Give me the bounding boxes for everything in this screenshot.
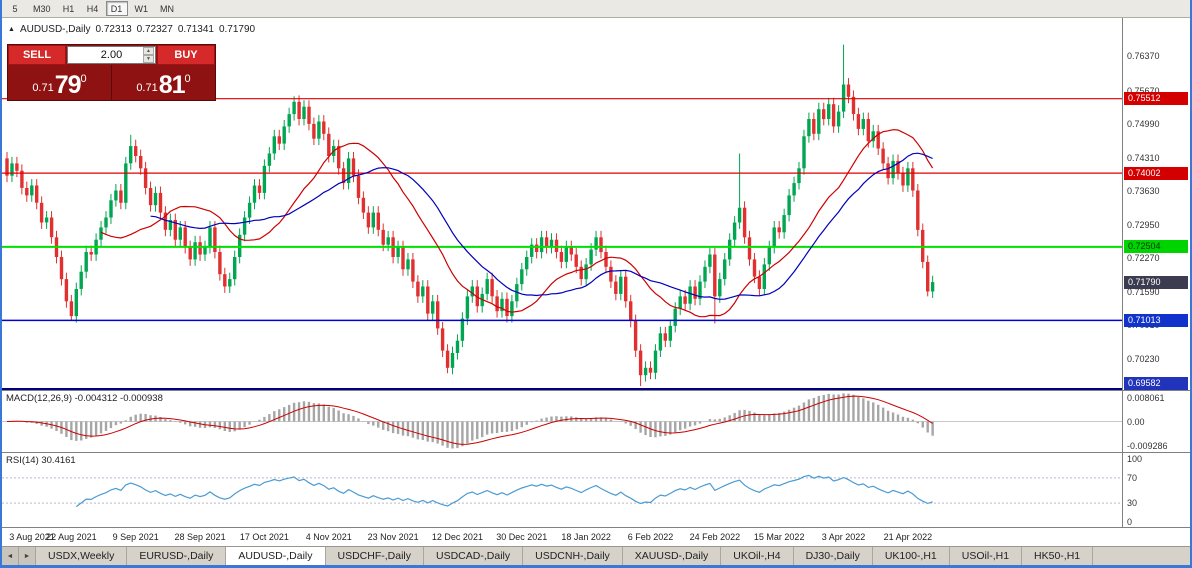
macd-axis-label: 0.00	[1127, 416, 1145, 427]
symbol-marker-icon: ▲	[8, 26, 15, 33]
macd-label: MACD(12,26,9) -0.004312 -0.000938	[6, 393, 163, 404]
level-price-badge: 0.72504	[1124, 240, 1188, 254]
tab-ukoilh4[interactable]: UKOil-,H4	[721, 547, 794, 565]
date-label: 24 Feb 2022	[689, 532, 741, 542]
price-axis-label: 0.74310	[1127, 152, 1160, 163]
rsi-axis-label: 0	[1127, 517, 1133, 527]
rsi-axis-label: 70	[1127, 472, 1138, 483]
current-price-badge: 0.71790	[1124, 275, 1188, 289]
volume-decrease-button[interactable]: ▼	[143, 55, 154, 63]
date-label: 30 Dec 2021	[496, 532, 548, 542]
rsi-axis[interactable]: 100 70 30 0	[1123, 453, 1189, 527]
date-label: 6 Feb 2022	[627, 532, 674, 542]
date-label: 3 Apr 2022	[821, 532, 866, 542]
timeframe-toolbar: 5 M30 H1 H4 D1 W1 MN	[2, 0, 1190, 18]
tab-scroll-left-button[interactable]: ◄	[2, 547, 19, 565]
sell-button[interactable]: SELL	[8, 45, 66, 65]
price-axis-label: 0.72270	[1127, 253, 1160, 264]
tab-usdxweekly[interactable]: USDX,Weekly	[36, 547, 128, 565]
tab-usdcnhdaily[interactable]: USDCNH-,Daily	[523, 547, 623, 565]
price-axis-label: 0.75670	[1127, 85, 1160, 96]
chart-symbol-label: AUDUSD-,Daily	[19, 24, 91, 35]
rsi-label: RSI(14) 30.4161	[6, 455, 76, 466]
tab-usdcaddaily[interactable]: USDCAD-,Daily	[424, 547, 524, 565]
ohlc-close: 0.71790	[218, 24, 256, 35]
volume-spinner: ▲ ▼	[143, 47, 154, 63]
date-label: 15 Mar 2022	[753, 532, 805, 542]
price-axis-label: 0.72950	[1127, 219, 1160, 230]
one-click-trade-panel: SELL 2.00 ▲ ▼ BUY 0.71 79 0	[7, 44, 216, 101]
tab-uk100h1[interactable]: UK100-,H1	[872, 547, 950, 565]
rsi-axis-label: 30	[1127, 498, 1138, 509]
chart-ohlc-title: ▲ AUDUSD-,Daily 0.72313 0.72327 0.71341 …	[8, 24, 255, 35]
date-label: 9 Sep 2021	[112, 532, 159, 542]
date-label: 17 Oct 2021	[239, 532, 289, 542]
buy-price-pipette: 0	[184, 73, 191, 85]
timeframe-button-w1[interactable]: W1	[134, 3, 149, 14]
date-axis[interactable]: 3 Aug 2021 22 Aug 2021 9 Sep 2021 28 Sep 20…	[2, 527, 1190, 546]
price-axis-label: 0.70230	[1127, 353, 1160, 364]
sell-price-pips: 79	[54, 71, 82, 99]
sell-price-prefix: 0.71	[32, 82, 54, 94]
volume-input[interactable]: 2.00 ▲ ▼	[67, 46, 156, 64]
price-axis-label: 0.76370	[1127, 51, 1160, 62]
date-label: 22 Aug 2021	[46, 532, 97, 542]
timeframe-button-d1[interactable]: D1	[105, 1, 128, 16]
timeframe-button-h1[interactable]: H1	[62, 3, 75, 14]
ohlc-open: 0.72313	[95, 24, 132, 35]
price-axis-label: 0.73630	[1127, 186, 1160, 197]
macd-axis-label: 0.008061	[1127, 393, 1165, 403]
date-label: 4 Nov 2021	[305, 532, 352, 542]
tab-xauusddaily[interactable]: XAUUSD-,Daily	[622, 547, 722, 565]
date-label: 28 Sep 2021	[174, 532, 226, 542]
timeframe-button-5[interactable]: 5	[12, 3, 18, 14]
price-axis[interactable]: 0.76370 0.75670 0.74990 0.74310 0.73630 0.729…	[1123, 18, 1189, 390]
macd-panel[interactable]: MACD(12,26,9) -0.004312 -0.000938	[2, 391, 1123, 452]
price-axis-label: 0.74990	[1127, 119, 1160, 130]
date-label: 3 Aug 2021	[9, 532, 55, 542]
macd-chart[interactable]	[2, 391, 1123, 452]
buy-price-pips: 81	[158, 71, 186, 99]
rsi-panel[interactable]: RSI(14) 30.4161	[2, 453, 1123, 527]
candlestick-chart[interactable]	[2, 18, 1123, 390]
level-price-badge: 0.75512	[1124, 92, 1188, 106]
date-label: 12 Dec 2021	[431, 532, 483, 542]
date-label: 23 Nov 2021	[367, 532, 419, 542]
tab-eurusddaily[interactable]: EURUSD-,Daily	[127, 547, 227, 565]
buy-price-display[interactable]: 0.71 81 0	[111, 65, 215, 100]
chart-tab-bar: ◄ ► USDX,Weekly EURUSD-,Daily AUDUSD-,Dail…	[2, 546, 1190, 565]
macd-axis[interactable]: 0.008061 0.00 -0.009286	[1123, 391, 1189, 452]
price-axis-label: 0.71590	[1127, 286, 1160, 297]
rsi-axis-label: 100	[1127, 454, 1143, 464]
chart-tabs: USDX,Weekly EURUSD-,Daily AUDUSD-,Daily USD…	[36, 547, 1190, 565]
tab-hk50h1[interactable]: HK50-,H1	[1022, 547, 1094, 565]
tab-usdchfdaily[interactable]: USDCHF-,Daily	[325, 547, 425, 565]
level-price-badge: 0.71013	[1124, 313, 1188, 327]
main-chart-panel[interactable]: ▲ AUDUSD-,Daily 0.72313 0.72327 0.71341 …	[2, 18, 1123, 390]
timeframe-button-h4[interactable]: H4	[86, 3, 99, 14]
tab-usoilh1[interactable]: USOil-,H1	[949, 547, 1023, 565]
timeframe-button-m30[interactable]: M30	[33, 3, 51, 14]
volume-increase-button[interactable]: ▲	[143, 47, 154, 55]
level-price-badge: 0.69582	[1124, 377, 1188, 390]
timeframe-button-mn[interactable]: MN	[160, 3, 175, 14]
tab-dj30daily[interactable]: DJ30-,Daily	[793, 547, 873, 565]
sell-price-pipette: 0	[80, 73, 87, 85]
tab-audusddaily[interactable]: AUDUSD-,Daily	[226, 547, 326, 565]
rsi-chart[interactable]	[2, 453, 1123, 527]
ohlc-high: 0.72327	[136, 24, 173, 35]
date-label: 21 Apr 2022	[883, 532, 933, 542]
tab-scroll-right-button[interactable]: ►	[19, 547, 36, 565]
ohlc-low: 0.71341	[177, 24, 214, 35]
macd-axis-label: -0.009286	[1127, 441, 1168, 451]
date-label: 18 Jan 2022	[561, 532, 611, 542]
sell-price-display[interactable]: 0.71 79 0	[8, 65, 111, 100]
buy-button[interactable]: BUY	[157, 45, 215, 65]
volume-value: 2.00	[100, 49, 123, 61]
level-price-badge: 0.74002	[1124, 166, 1188, 180]
buy-price-prefix: 0.71	[136, 82, 158, 94]
